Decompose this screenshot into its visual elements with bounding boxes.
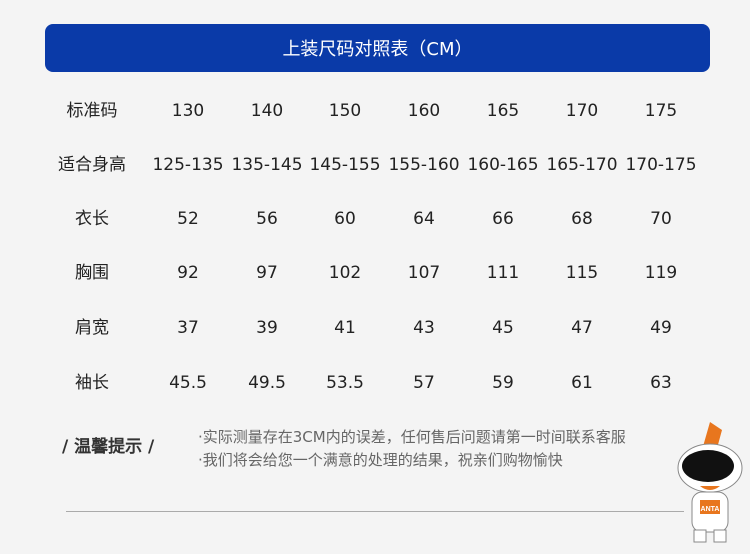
row-label: 胸围: [75, 263, 109, 283]
table-cell: 119: [644, 263, 678, 283]
tips-title: / 温馨提示 /: [62, 437, 155, 457]
table-cell: 53.5: [326, 373, 364, 393]
table-cell: 57: [413, 373, 435, 393]
table-cell: 97: [256, 263, 278, 283]
table-cell: 140: [250, 101, 284, 121]
row-label: 袖长: [75, 373, 109, 393]
table-cell: 49: [650, 318, 672, 338]
table-cell: 92: [177, 263, 199, 283]
table-cell: 47: [571, 318, 593, 338]
table-cell: 37: [177, 318, 199, 338]
table-cell: 61: [571, 373, 593, 393]
table-cell: 165: [486, 101, 520, 121]
table-row: 肩宽 37 39 41 43 45 47 49: [0, 313, 750, 343]
table-cell: 68: [571, 209, 593, 229]
table-cell: 150: [328, 101, 362, 121]
table-cell: 45.5: [169, 373, 207, 393]
row-label: 适合身高: [58, 155, 126, 175]
table-cell: 160: [407, 101, 441, 121]
page-title: 上装尺码对照表（CM）: [282, 39, 473, 60]
table-cell: 135-145: [231, 155, 303, 175]
divider: [66, 511, 684, 512]
table-row: 袖长 45.5 49.5 53.5 57 59 61 63: [0, 368, 750, 398]
tip-line: ·实际测量存在3CM内的误差，任何售后问题请第一时间联系客服: [198, 428, 626, 446]
table-cell: 145-155: [309, 155, 381, 175]
table-cell: 63: [650, 373, 672, 393]
table-cell: 170-175: [625, 155, 697, 175]
table-cell: 70: [650, 209, 672, 229]
tip-line: ·我们将会给您一个满意的处理的结果，祝亲们购物愉快: [198, 451, 563, 469]
table-cell: 130: [171, 101, 205, 121]
table-cell: 43: [413, 318, 435, 338]
table-cell: 107: [407, 263, 441, 283]
table-cell: 165-170: [546, 155, 618, 175]
table-cell: 175: [644, 101, 678, 121]
table-cell: 160-165: [467, 155, 539, 175]
row-label: 肩宽: [75, 318, 109, 338]
table-cell: 49.5: [248, 373, 286, 393]
table-cell: 111: [486, 263, 520, 283]
table-cell: 56: [256, 209, 278, 229]
table-cell: 64: [413, 209, 435, 229]
table-cell: 45: [492, 318, 514, 338]
table-cell: 115: [565, 263, 599, 283]
table-cell: 125-135: [152, 155, 224, 175]
table-cell: 41: [334, 318, 356, 338]
table-cell: 66: [492, 209, 514, 229]
table-row: 适合身高 125-135 135-145 145-155 155-160 160-165 1…: [0, 150, 750, 180]
anta-mascot-image: ANTA: [677, 422, 743, 543]
table-cell: 52: [177, 209, 199, 229]
table-cell: 170: [565, 101, 599, 121]
table-cell: 60: [334, 209, 356, 229]
table-cell: 102: [328, 263, 362, 283]
row-label: 衣长: [75, 209, 109, 229]
svg-text:ANTA: ANTA: [701, 506, 720, 513]
table-cell: 39: [256, 318, 278, 338]
table-row: 胸围 92 97 102 107 111 115 119: [0, 258, 750, 288]
table-row: 衣长 52 56 60 64 66 68 70: [0, 204, 750, 234]
row-label: 标准码: [66, 101, 118, 121]
size-chart-title-banner: 上装尺码对照表（CM）: [45, 24, 710, 72]
table-cell: 59: [492, 373, 514, 393]
table-row: 标准码 130 140 150 160 165 170 175: [0, 96, 750, 126]
table-cell: 155-160: [388, 155, 460, 175]
